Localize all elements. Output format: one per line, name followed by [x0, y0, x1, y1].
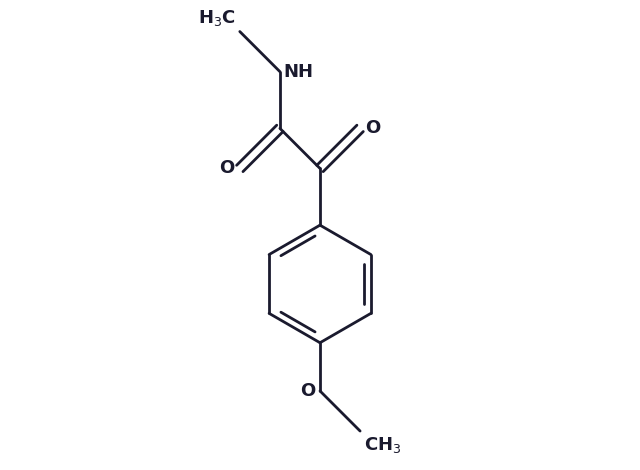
Text: NH: NH: [284, 63, 314, 81]
Text: CH$_3$: CH$_3$: [364, 435, 402, 455]
Text: O: O: [365, 119, 380, 137]
Text: H$_3$C: H$_3$C: [198, 8, 236, 28]
Text: O: O: [219, 159, 234, 178]
Text: O: O: [301, 382, 316, 400]
